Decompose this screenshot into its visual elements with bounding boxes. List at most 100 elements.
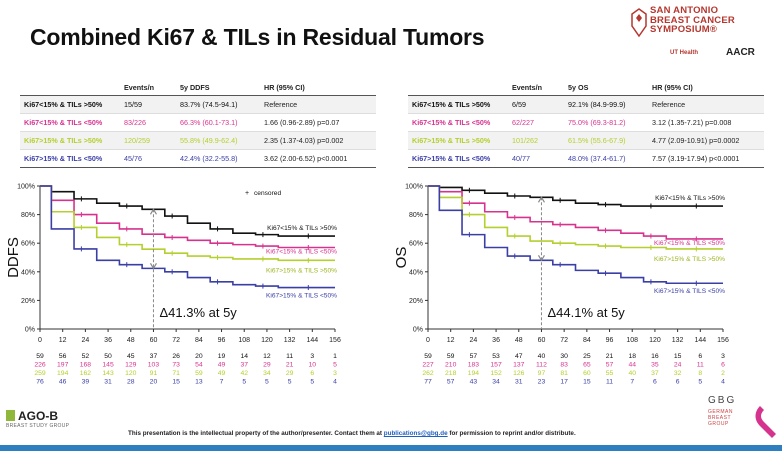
risk-table-value: 194 [468,370,480,377]
risk-table-value: 53 [492,353,500,360]
risk-table-value: 5 [288,379,292,386]
risk-table-value: 20 [150,379,158,386]
annotation-arrow-down-icon [537,255,545,262]
risk-table-value: 71 [172,370,180,377]
footer-bar [0,445,782,451]
x-tick-label: 108 [238,337,250,344]
table-row: Ki67>15% & TILs <50% 40/77 48.0% (37.4-61.… [408,149,764,168]
table-cell: Ki67>15% & TILs >50% [408,131,508,150]
km-curve-series-1 [40,185,335,249]
risk-table-value: 40 [538,353,546,360]
table-row: Ki67<15% & TILs <50% 62/227 75.0% (69.3-81… [408,113,764,132]
risk-table-value: 77 [424,379,432,386]
table-header-cell [20,80,120,96]
y-tick-label: 40% [21,269,35,276]
table-cell: 1.66 (0.96-2.89) p=0.07 [260,113,376,132]
risk-table-value: 259 [34,370,46,377]
risk-table-value: 17 [560,379,568,386]
table-cell: 66.3% (60.1-73.1) [176,113,260,132]
series-label: Ki67<15% & TILS <50% [654,240,725,247]
x-tick-label: 120 [261,337,273,344]
risk-table-value: 262 [422,370,434,377]
risk-table-value: 197 [57,362,69,369]
risk-table-value: 15 [583,379,591,386]
risk-table-value: 3 [333,370,337,377]
x-tick-label: 96 [606,337,614,344]
risk-table-value: 18 [628,353,636,360]
km-curve-series-2 [40,185,335,262]
x-tick-label: 48 [127,337,135,344]
y-tick-label: 0% [25,327,35,334]
risk-table-value: 47 [515,353,523,360]
risk-table-value: 7 [220,379,224,386]
table-cell: Ki67<15% & TILs <50% [20,113,120,132]
risk-table-value: 35 [651,362,659,369]
table-cell: 4.77 (2.09-10.91) p=0.0002 [648,131,764,150]
risk-table-value: 57 [447,379,455,386]
risk-table-value: 46 [59,379,67,386]
risk-table-value: 5 [242,379,246,386]
table-cell: Ki67<15% & TILs <50% [408,113,508,132]
risk-table-value: 34 [492,379,500,386]
table-cell: 62/227 [508,113,564,132]
km-curve-series-0 [428,185,723,207]
x-tick-label: 144 [306,337,318,344]
table-cell: 45/76 [120,149,176,168]
risk-table-value: 28 [127,379,135,386]
os-summary-table: Events/n 5y OS HR (95% CI) Ki67<15% & TI… [408,80,764,168]
series-label: Ki67>15% & TILS >50% [266,267,337,274]
risk-table-value: 57 [606,362,614,369]
risk-table-value: 126 [513,370,525,377]
sabcs-wordmark: SAN ANTONIO BREAST CANCER SYMPOSIUM® [650,5,735,35]
risk-table-value: 8 [698,370,702,377]
ago-b-subtitle: BREAST STUDY GROUP [6,423,70,429]
table-header-cell [408,80,508,96]
risk-table-value: 6 [676,379,680,386]
y-tick-label: 0% [413,327,423,334]
risk-table-value: 5 [265,379,269,386]
series-label: Ki67>15% & TILS >50% [654,256,725,263]
x-tick-label: 108 [626,337,638,344]
risk-table-value: 20 [195,353,203,360]
table-row: Ki67<15% & TILs <50% 83/226 66.3% (60.1-73… [20,113,376,132]
x-tick-label: 144 [694,337,706,344]
table-header-cell: 5y DDFS [180,83,210,92]
risk-table-value: 21 [606,353,614,360]
risk-table-value: 49 [218,370,226,377]
x-tick-label: 120 [649,337,661,344]
risk-table-value: 44 [628,362,636,369]
table-cell: 2.35 (1.37-4.03) p=0.002 [260,131,376,150]
risk-table-value: 50 [104,353,112,360]
risk-table-value: 29 [286,370,294,377]
table-cell: 3.62 (2.00-6.52) p<0.0001 [260,149,376,168]
x-tick-label: 12 [59,337,67,344]
series-label: Ki67<15% & TILs >50% [655,195,725,202]
risk-table-value: 30 [560,353,568,360]
risk-table-value: 11 [697,362,704,369]
annotation-text: Δ44.1% at 5y [547,305,625,320]
risk-table-value: 65 [583,362,591,369]
x-tick-label: 84 [195,337,203,344]
risk-table-value: 73 [172,362,180,369]
risk-table-value: 1 [333,353,337,360]
risk-table-value: 145 [102,362,114,369]
risk-table-value: 162 [80,370,92,377]
y-tick-label: 20% [21,298,35,305]
table-cell: 120/259 [120,131,176,150]
table-row: Ki67>15% & TILs >50% 120/259 55.8% (49.9-6… [20,131,376,150]
risk-table-value: 37 [240,362,248,369]
table-cell: Ki67>15% & TILs >50% [20,131,120,150]
risk-table-value: 43 [470,379,478,386]
table-row: Ki67>15% & TILs >50% 101/262 61.5% (55.6-6… [408,131,764,150]
gbg-ribbon-icon [755,406,776,438]
y-axis-label: OS [393,247,410,269]
risk-table-value: 4 [721,379,725,386]
footer-email-link[interactable]: publications@gbg.de [383,430,448,437]
x-tick-label: 84 [583,337,591,344]
risk-table-value: 6 [653,379,657,386]
risk-table-value: 24 [674,362,682,369]
risk-table-value: 5 [698,379,702,386]
km-curve-series-0 [40,185,335,237]
table-row: Ki67<15% & TILs >50% 6/59 92.1% (84.9-99.9… [408,95,764,114]
km-curve-series-2 [428,185,723,250]
